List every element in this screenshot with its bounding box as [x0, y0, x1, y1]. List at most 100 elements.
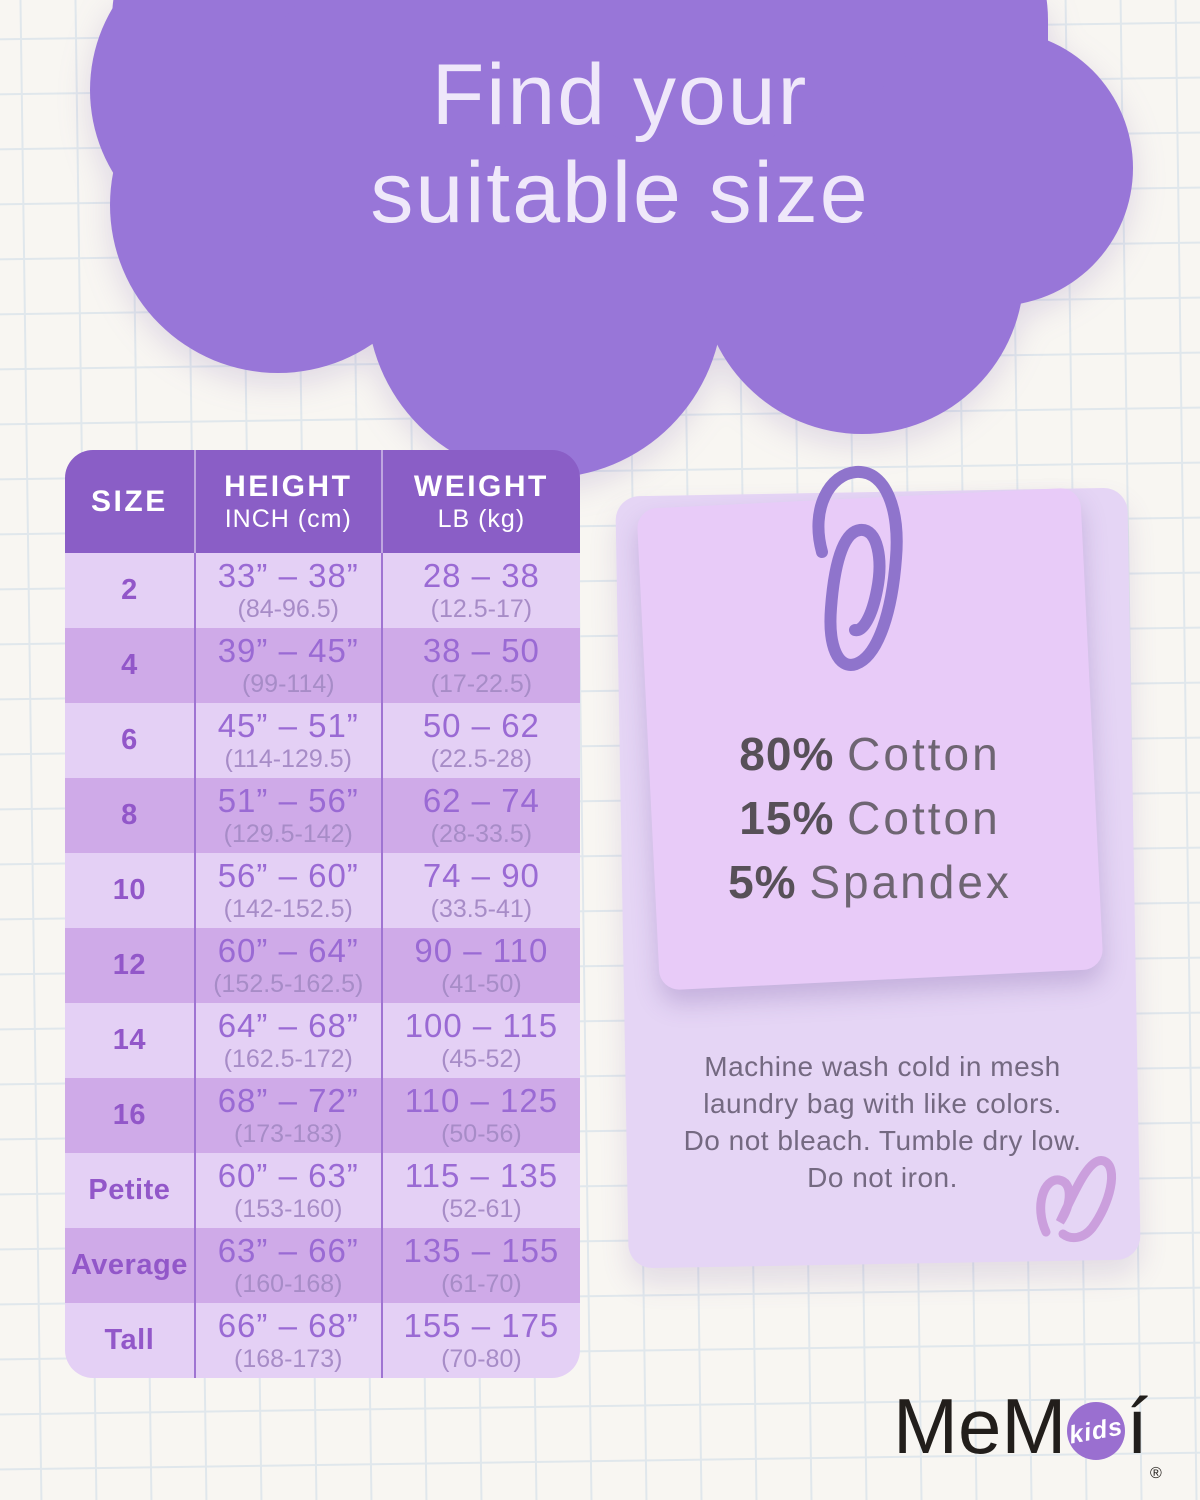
weight-cell: 38 – 50 (17-22.5)	[380, 628, 580, 703]
header-size-label: SIZE	[91, 484, 168, 518]
height-cell: 33” – 38” (84-96.5)	[193, 553, 381, 628]
composition-material: Spandex	[809, 856, 1012, 908]
composition-line: 15% Cotton	[655, 786, 1085, 850]
height-range-inch: 60” – 64”	[217, 932, 359, 969]
weight-range-kg: (28-33.5)	[430, 820, 533, 848]
size-cell: Tall	[65, 1303, 194, 1378]
height-range-cm: (129.5-142)	[223, 820, 353, 848]
table-header-row: SIZE HEIGHT INCH (cm) WEIGHT LB (kg)	[65, 450, 580, 553]
weight-range-kg: (50-56)	[441, 1120, 522, 1148]
size-cell: 2	[65, 553, 194, 628]
height-cell: 45” – 51” (114-129.5)	[193, 703, 381, 778]
height-range-inch: 60” – 63”	[217, 1157, 359, 1194]
height-range-inch: 51” – 56”	[217, 782, 359, 819]
weight-range-lb: 90 – 110	[414, 932, 549, 969]
care-instructions: Machine wash cold in mesh laundry bag wi…	[645, 1048, 1120, 1196]
logo-text-suffix: í	[1126, 1382, 1149, 1470]
height-range-inch: 66” – 68”	[217, 1307, 359, 1344]
weight-range-kg: (17-22.5)	[430, 670, 533, 698]
height-range-cm: (99-114)	[241, 670, 335, 698]
table-row: 4 39” – 45” (99-114) 38 – 50 (17-22.5)	[65, 628, 580, 703]
header-height-label: HEIGHT	[224, 469, 353, 503]
height-range-cm: (160-168)	[234, 1270, 343, 1298]
height-range-cm: (142-152.5)	[223, 895, 353, 923]
page-title-line1: Find your	[431, 47, 809, 143]
height-range-cm: (173-183)	[234, 1120, 343, 1148]
kids-badge-label: kids	[1067, 1412, 1126, 1450]
weight-range-lb: 62 – 74	[422, 782, 540, 819]
care-line: Do not iron.	[807, 1162, 958, 1193]
paperclip-doodle-icon	[812, 466, 903, 671]
weight-range-kg: (61-70)	[441, 1270, 522, 1298]
size-value: Tall	[104, 1324, 155, 1356]
height-cell: 56” – 60” (142-152.5)	[193, 853, 381, 928]
memoi-kids-logo: MeM kids í ®	[893, 1382, 1162, 1482]
heart-doodle-icon	[1036, 1156, 1116, 1243]
weight-cell: 90 – 110 (41-50)	[380, 928, 580, 1003]
height-range-inch: 33” – 38”	[217, 557, 359, 594]
height-cell: 68” – 72” (173-183)	[193, 1078, 381, 1153]
header-weight-sublabel: LB (kg)	[437, 504, 526, 533]
care-line: Do not bleach. Tumble dry low.	[683, 1125, 1082, 1156]
table-row: 10 56” – 60” (142-152.5) 74 – 90 (33.5-41)	[65, 853, 580, 928]
height-range-cm: (153-160)	[234, 1195, 343, 1223]
composition-percent: 15%	[739, 792, 835, 844]
weight-range-kg: (22.5-28)	[430, 745, 533, 773]
height-range-inch: 56” – 60”	[217, 857, 359, 894]
kids-badge: kids	[1067, 1402, 1125, 1460]
weight-range-lb: 115 – 135	[404, 1157, 559, 1194]
header-cell-weight: WEIGHT LB (kg)	[380, 450, 580, 553]
title-cloud-shape	[90, 0, 1133, 478]
size-chart-table: SIZE HEIGHT INCH (cm) WEIGHT LB (kg) 2 33…	[65, 450, 580, 1378]
header-weight-label: WEIGHT	[413, 469, 549, 503]
header-cell-size: SIZE	[65, 450, 194, 553]
size-cell: 10	[65, 853, 194, 928]
header-height-sublabel: INCH (cm)	[224, 504, 352, 533]
weight-cell: 62 – 74 (28-33.5)	[380, 778, 580, 853]
care-line: laundry bag with like colors.	[703, 1088, 1062, 1119]
weight-range-kg: (33.5-41)	[430, 895, 533, 923]
care-line: Machine wash cold in mesh	[704, 1051, 1061, 1082]
header-cell-height: HEIGHT INCH (cm)	[193, 450, 381, 553]
height-cell: 39” – 45” (99-114)	[193, 628, 381, 703]
size-value: Average	[70, 1249, 188, 1281]
table-row: 2 33” – 38” (84-96.5) 28 – 38 (12.5-17)	[65, 553, 580, 628]
height-cell: 60” – 64” (152.5-162.5)	[193, 928, 381, 1003]
size-cell: Average	[65, 1228, 194, 1303]
weight-range-lb: 155 – 175	[403, 1307, 560, 1344]
composition-percent: 5%	[728, 856, 797, 908]
height-range-cm: (114-129.5)	[224, 745, 352, 773]
size-value: Petite	[88, 1174, 171, 1206]
composition-line: 80% Cotton	[655, 722, 1085, 786]
weight-range-kg: (41-50)	[441, 970, 522, 998]
weight-cell: 155 – 175 (70-80)	[380, 1303, 580, 1378]
weight-range-kg: (12.5-17)	[430, 595, 533, 623]
table-row: Tall 66” – 68” (168-173) 155 – 175 (70-80)	[65, 1303, 580, 1378]
weight-range-kg: (52-61)	[441, 1195, 522, 1223]
composition-line: 5% Spandex	[655, 850, 1085, 914]
table-row: Petite 60” – 63” (153-160) 115 – 135 (52-61)	[65, 1153, 580, 1228]
weight-range-lb: 50 – 62	[422, 707, 540, 744]
size-value: 14	[112, 1024, 147, 1056]
weight-range-lb: 100 – 115	[404, 1007, 559, 1044]
weight-range-lb: 110 – 125	[404, 1082, 559, 1119]
weight-cell: 74 – 90 (33.5-41)	[380, 853, 580, 928]
registered-trademark-symbol: ®	[1150, 1465, 1162, 1482]
size-cell: 14	[65, 1003, 194, 1078]
size-cell: 6	[65, 703, 194, 778]
size-value: 10	[112, 874, 147, 906]
weight-cell: 135 – 155 (61-70)	[380, 1228, 580, 1303]
height-cell: 60” – 63” (153-160)	[193, 1153, 381, 1228]
height-cell: 63” – 66” (160-168)	[193, 1228, 381, 1303]
weight-range-lb: 74 – 90	[422, 857, 540, 894]
logo-text-prefix: MeM	[893, 1382, 1067, 1470]
weight-range-lb: 28 – 38	[422, 557, 540, 594]
page-title: Find your suitable size	[120, 46, 1120, 242]
height-range-cm: (84-96.5)	[237, 595, 339, 623]
height-range-inch: 68” – 72”	[217, 1082, 359, 1119]
composition-material: Cotton	[847, 728, 1001, 780]
table-row: 16 68” – 72” (173-183) 110 – 125 (50-56)	[65, 1078, 580, 1153]
height-cell: 64” – 68” (162.5-172)	[193, 1003, 381, 1078]
table-row: 14 64” – 68” (162.5-172) 100 – 115 (45-52)	[65, 1003, 580, 1078]
